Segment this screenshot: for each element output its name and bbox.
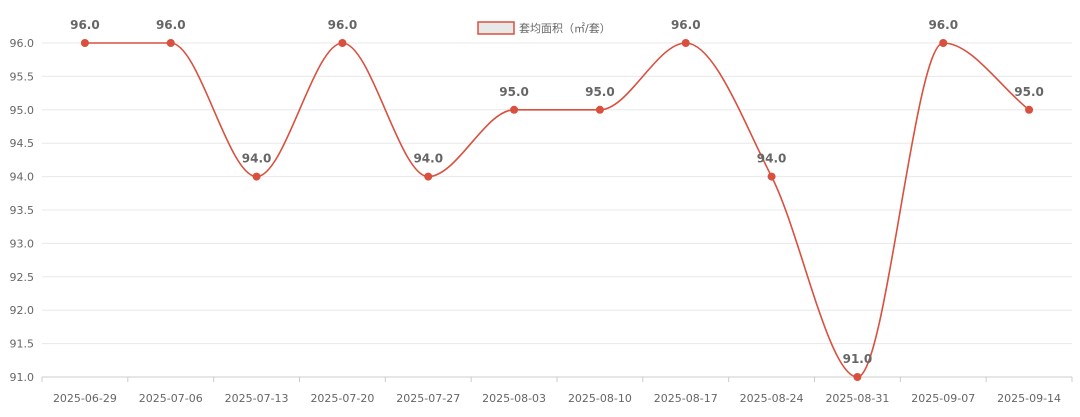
data-point[interactable] [853, 373, 862, 381]
x-tick-label: 2025-08-17 [654, 392, 718, 405]
x-axis: 2025-06-29 2025-07-06 2025-07-13 2025-07-20… [41, 376, 1073, 405]
data-points [80, 39, 1034, 381]
x-tick-label: 2025-08-10 [568, 392, 632, 405]
y-tick-label: 92.5 [10, 271, 35, 284]
data-point[interactable] [939, 39, 948, 47]
grid-lines [42, 42, 1072, 378]
x-tick-label: 2025-08-31 [825, 392, 889, 405]
y-tick-label: 94.0 [10, 171, 35, 184]
x-tick-label: 2025-07-27 [396, 392, 460, 405]
y-tick-label: 93.0 [10, 237, 35, 250]
data-point[interactable] [510, 105, 519, 114]
y-tick-label: 96.0 [10, 37, 35, 50]
legend[interactable]: 套均面积（㎡/套） [477, 21, 611, 35]
data-label: 95.0 [585, 85, 615, 99]
x-tick-label: 2025-06-29 [53, 392, 117, 405]
data-label: 94.0 [242, 152, 272, 166]
x-tick-label: 2025-07-13 [225, 392, 289, 405]
y-tick-label: 92.0 [10, 304, 35, 317]
data-label: 96.0 [928, 18, 958, 32]
data-label: 94.0 [757, 152, 787, 166]
x-tick-label: 2025-09-14 [997, 392, 1061, 405]
data-labels: 96.0 96.0 94.0 96.0 94.0 95.0 95.0 96.0 94.0 91.0… [70, 18, 1044, 366]
data-point[interactable] [1025, 105, 1034, 114]
x-tick-label: 2025-09-07 [911, 392, 975, 405]
data-point[interactable] [80, 39, 89, 47]
data-point[interactable] [681, 39, 690, 47]
y-tick-label: 91.0 [10, 371, 35, 384]
data-label: 96.0 [156, 18, 186, 32]
y-tick-label: 95.0 [10, 104, 35, 117]
data-point[interactable] [424, 172, 433, 181]
data-point[interactable] [767, 172, 776, 181]
y-tick-label: 93.5 [10, 204, 35, 217]
data-label: 96.0 [328, 18, 358, 32]
data-label: 95.0 [499, 85, 529, 99]
y-tick-label: 91.5 [10, 338, 35, 351]
legend-label[interactable]: 套均面积（㎡/套） [519, 22, 611, 35]
data-label: 96.0 [70, 18, 100, 32]
y-axis: 96.0 95.5 95.0 94.5 94.0 93.5 93.0 92.5 92.0 91.5… [10, 37, 35, 384]
data-point[interactable] [252, 172, 261, 181]
x-tick-label: 2025-08-03 [482, 392, 546, 405]
data-label: 94.0 [413, 152, 443, 166]
legend-swatch[interactable] [477, 21, 515, 35]
y-tick-label: 94.5 [10, 137, 35, 150]
x-tick-label: 2025-07-20 [310, 392, 374, 405]
data-point[interactable] [595, 105, 604, 114]
y-tick-label: 95.5 [10, 70, 35, 83]
x-tick-label: 2025-08-24 [740, 392, 804, 405]
data-label: 96.0 [671, 18, 701, 32]
x-tick-label: 2025-07-06 [139, 392, 203, 405]
data-point[interactable] [166, 39, 175, 47]
data-point[interactable] [338, 39, 347, 47]
data-label: 95.0 [1014, 85, 1044, 99]
data-label: 91.0 [843, 352, 873, 366]
